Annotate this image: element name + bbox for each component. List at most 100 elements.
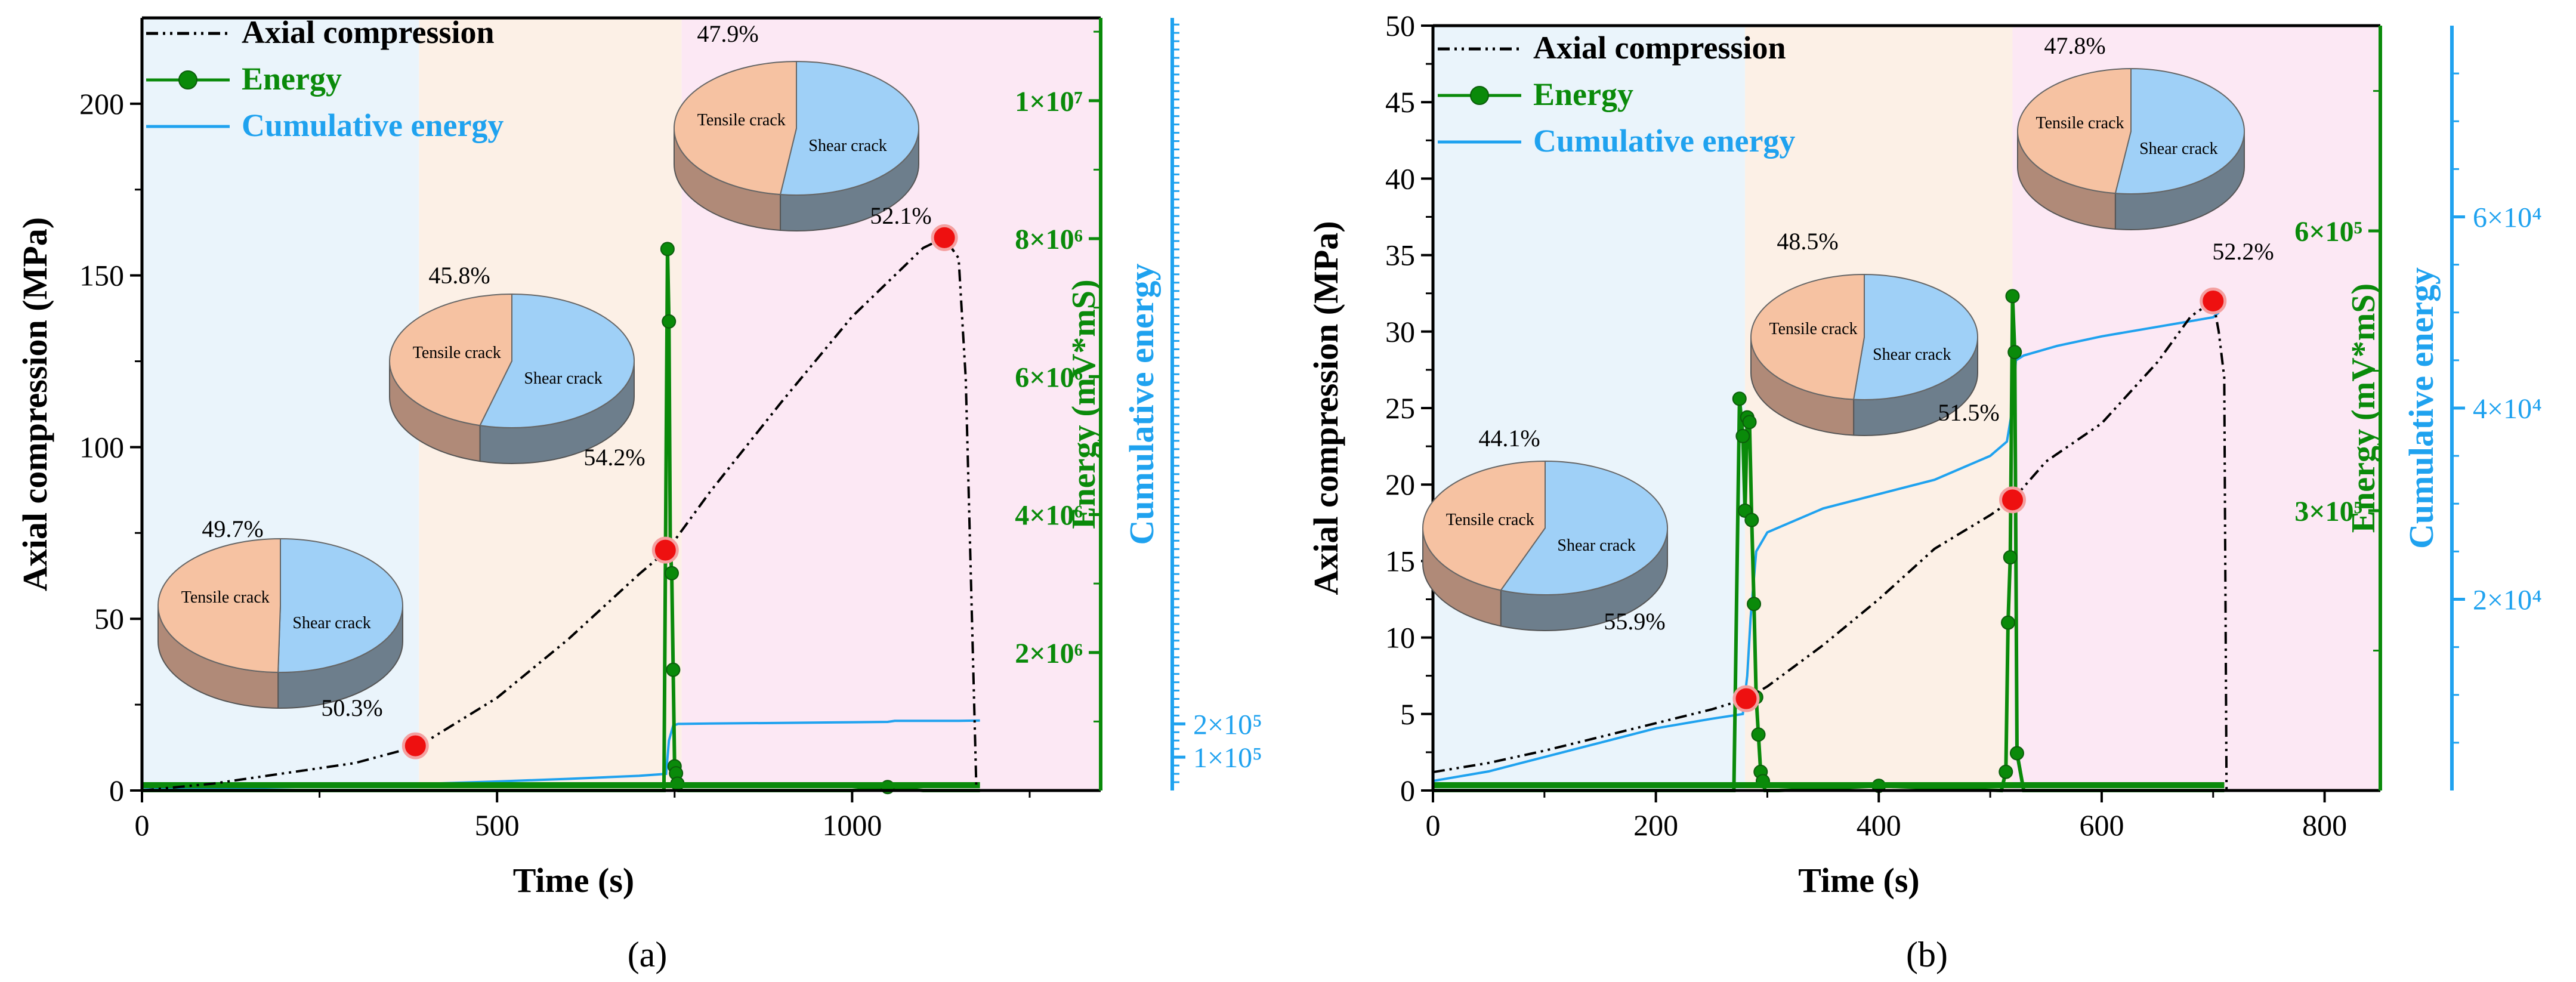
x-tick-label: 1000 <box>822 808 882 842</box>
energy-point <box>662 314 677 329</box>
y-tick-label: 25 <box>1385 391 1415 425</box>
y-tick-label: 0 <box>1400 774 1415 807</box>
pie-chart-2: Tensile crack Shear crack 45.8% 54.2% <box>389 262 645 471</box>
pie-label-shear: Shear crack <box>808 137 887 155</box>
energy-point <box>1744 512 1759 527</box>
y-tick-label: 0 <box>109 774 124 807</box>
panel-b: 0 200 400 600 800 0 5 10 15 20 25 30 35 40 45 50 3×10⁵ 6×… <box>1306 9 2542 974</box>
legend-marker <box>178 70 197 89</box>
energy-point <box>1732 391 1747 406</box>
energy-point <box>1742 415 1757 430</box>
energy-baseline <box>142 782 980 788</box>
pie-chart-2: Tensile crack Shear crack 48.5% 51.5% <box>1750 228 2000 436</box>
legend-label-2: Energy <box>1533 76 1633 112</box>
x-tick-label: 400 <box>1857 808 1901 842</box>
peak-marker-3 <box>2200 288 2227 315</box>
energy-point <box>660 242 675 257</box>
pie-chart-3: Tensile crack Shear crack 47.9% 52.1% <box>674 20 932 231</box>
pie-label-tensile: Tensile crack <box>413 344 501 362</box>
pie-label-tensile: Tensile crack <box>697 111 786 129</box>
legend-label-2: Energy <box>242 61 342 97</box>
x-tick-label: 600 <box>2079 808 2124 842</box>
pie-percent-bottom: 51.5% <box>1938 399 1999 426</box>
pie-slice-shear <box>779 60 919 196</box>
panel-a: 0 500 1000 0 50 100 150 200 2×10⁶ 4×10⁶ 6×10⁶ 8×10⁶… <box>16 14 1262 974</box>
pie-label-shear: Shear crack <box>1557 536 1635 555</box>
energy-point <box>1999 764 2013 779</box>
y-tick-label: 40 <box>1385 162 1415 195</box>
peak-marker-3 <box>931 224 958 251</box>
pie-slice-shear <box>277 538 403 673</box>
y-tick-label: 15 <box>1385 544 1415 578</box>
pie-slice-tensile <box>1750 273 1865 400</box>
pie-slice-tensile <box>674 60 797 196</box>
pie-label-shear: Shear crack <box>2139 140 2217 158</box>
cumulative-tick-label: 6×10⁴ <box>2473 202 2542 234</box>
energy-point <box>2009 746 2024 761</box>
legend: Axial compression Energy Cumulative energy <box>1438 30 1795 159</box>
y-axis-title: Axial compression (MPa) <box>1306 221 1345 595</box>
pie-label-shear: Shear crack <box>524 369 602 388</box>
panel-label: (a) <box>628 935 668 974</box>
energy-tick-label: 4×10⁶ <box>1015 500 1083 532</box>
energy-tick-label: 8×10⁶ <box>1015 224 1083 255</box>
legend-marker <box>1470 86 1489 105</box>
pie-percent-bottom: 52.1% <box>870 202 931 229</box>
y-tick-label: 30 <box>1385 315 1415 348</box>
peak-marker-2 <box>1999 486 2026 514</box>
pie-percent-top: 48.5% <box>1777 228 1838 255</box>
pie-label-shear: Shear crack <box>292 614 370 632</box>
legend-label-3: Cumulative energy <box>1533 123 1795 159</box>
energy-point <box>2001 615 2016 630</box>
energy-point <box>665 566 679 580</box>
pie-chart-3: Tensile crack Shear crack 47.8% 52.2% <box>2017 32 2274 265</box>
x-tick-label: 800 <box>2302 808 2347 842</box>
x-tick-label: 500 <box>475 808 520 842</box>
pie-slice-tensile <box>157 538 281 673</box>
y-tick-label: 200 <box>79 87 124 121</box>
panel-label: (b) <box>1906 935 1948 974</box>
pie-slice-tensile <box>1422 460 1546 591</box>
pie-slice-tensile <box>2017 67 2132 194</box>
energy-axis-title: Energy (mV*mS) <box>2345 283 2382 533</box>
pie-label-tensile: Tensile crack <box>1769 320 1857 338</box>
cumulative-axis-title: Cumulative energy <box>2402 267 2441 549</box>
y-tick-label: 5 <box>1400 697 1415 731</box>
pie-percent-top: 44.1% <box>1478 425 1540 452</box>
peak-marker-1 <box>401 732 429 759</box>
x-axis-title: Time (s) <box>1798 861 1920 900</box>
y-tick-label: 20 <box>1385 468 1415 501</box>
energy-point <box>1747 597 1762 612</box>
y-tick-label: 35 <box>1385 239 1415 272</box>
pie-percent-bottom: 52.2% <box>2212 238 2274 265</box>
x-axis-title: Time (s) <box>513 861 635 900</box>
cumulative-tick-label: 2×10⁵ <box>1193 709 1262 740</box>
y-tick-label: 100 <box>79 430 124 464</box>
pie-label-shear: Shear crack <box>1873 345 1951 364</box>
pie-slice-shear <box>2114 67 2245 194</box>
pie-percent-bottom: 54.2% <box>583 444 645 471</box>
energy-tick-label: 3×10⁵ <box>2294 496 2362 527</box>
legend: Axial compression Energy Cumulative energy <box>146 14 504 143</box>
energy-point <box>1735 428 1750 443</box>
pie-label-tensile: Tensile crack <box>1446 511 1534 529</box>
energy-axis-title: Energy (mV*mS) <box>1065 279 1102 529</box>
x-tick-label: 0 <box>135 808 150 842</box>
pie-percent-top: 45.8% <box>428 262 490 289</box>
y-tick-label: 10 <box>1385 621 1415 654</box>
cumulative-tick-label: 4×10⁴ <box>2473 393 2542 425</box>
legend-label-1: Axial compression <box>1533 30 1786 66</box>
pie-percent-bottom: 50.3% <box>321 694 382 721</box>
pie-chart-1: Tensile crack Shear crack 49.7% 50.3% <box>157 515 403 721</box>
pie-label-tensile: Tensile crack <box>181 588 270 607</box>
energy-tick-label: 1×10⁷ <box>1015 86 1083 118</box>
energy-point <box>2005 289 2020 304</box>
legend-label-3: Cumulative energy <box>242 107 504 143</box>
energy-point <box>2003 550 2018 565</box>
pie-slice-tensile <box>389 293 512 427</box>
energy-tick-label: 6×10⁵ <box>2294 216 2362 248</box>
peak-marker-2 <box>651 536 679 564</box>
energy-point <box>1751 727 1766 742</box>
cumulative-energy-line <box>1432 311 2220 782</box>
